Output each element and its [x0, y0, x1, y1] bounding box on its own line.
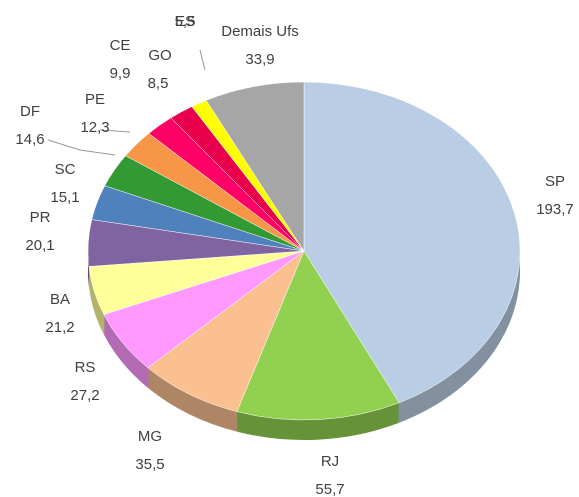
slice	[205, 81, 305, 252]
slice-value: 9,9	[110, 65, 131, 82]
slice-label: PR	[30, 209, 51, 226]
slice-label: SP	[545, 173, 565, 190]
slice	[303, 81, 521, 404]
slice-label: CE	[110, 37, 131, 54]
slice-value: 5,5	[175, 13, 196, 30]
slice-label: RS	[75, 359, 96, 376]
slice-value: 21,2	[45, 319, 74, 336]
slice-label: GO	[148, 47, 171, 64]
slice-label: BA	[50, 291, 70, 308]
slice-value: 14,6	[15, 131, 44, 148]
slice-value: 33,9	[245, 51, 274, 68]
slice-label: Demais Ufs	[221, 23, 299, 40]
slice-value: 27,2	[70, 387, 99, 404]
slice-value: 193,7	[536, 201, 574, 218]
slice-label: RJ	[321, 453, 339, 470]
slice-label: SC	[55, 161, 76, 178]
leader-line	[99, 129, 131, 133]
slice-label: ES	[175, 13, 195, 30]
slice-label: MG	[138, 428, 162, 445]
slice-label: PE	[85, 91, 105, 108]
slice-value: 20,1	[25, 237, 54, 254]
slice-value: 8,5	[148, 75, 169, 92]
slice-value: 12,3	[80, 119, 109, 136]
leader-line	[199, 49, 206, 71]
slice	[147, 250, 305, 412]
slice-value: 55,7	[315, 481, 344, 497]
slice-value: 15,1	[50, 189, 79, 206]
slice-value: 35,5	[135, 456, 164, 473]
slice	[236, 250, 400, 421]
leader-line	[47, 139, 116, 156]
slice-label: DF	[20, 103, 40, 120]
